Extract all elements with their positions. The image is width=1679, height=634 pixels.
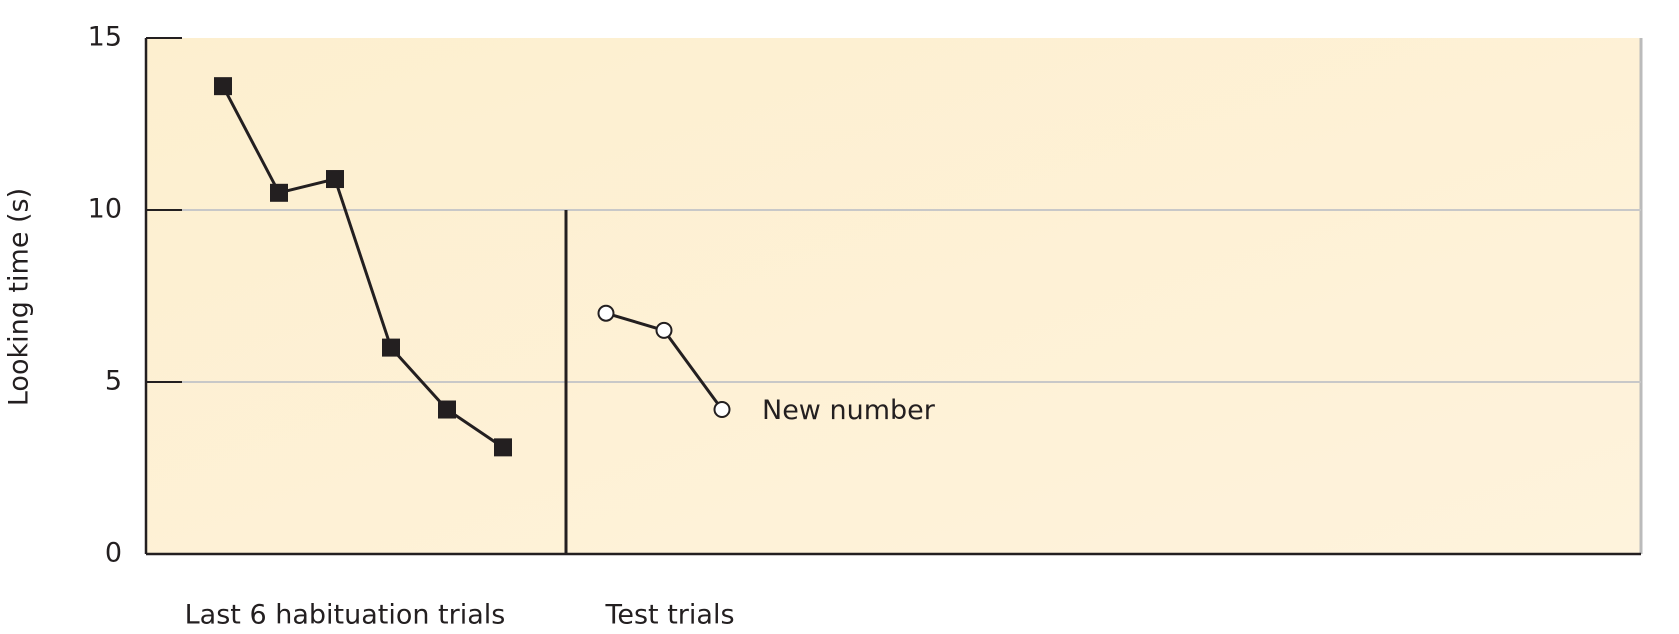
marker bbox=[438, 400, 456, 419]
marker bbox=[326, 170, 344, 189]
group-label: Test trials bbox=[604, 600, 734, 631]
y-tick-label: 15 bbox=[88, 22, 122, 53]
marker bbox=[382, 338, 400, 357]
marker bbox=[655, 321, 673, 339]
marker bbox=[270, 183, 288, 202]
annotation: New number bbox=[762, 395, 936, 426]
marker bbox=[713, 401, 731, 419]
group-label: Last 6 habituation trials bbox=[185, 600, 506, 631]
y-tick-label: 0 bbox=[105, 538, 122, 569]
y-axis-label: Looking time (s) bbox=[4, 188, 35, 406]
marker bbox=[214, 77, 232, 96]
y-tick-label: 5 bbox=[105, 366, 122, 397]
marker bbox=[494, 438, 512, 457]
marker bbox=[597, 304, 615, 322]
y-tick-label: 10 bbox=[88, 194, 122, 225]
plot-area bbox=[146, 38, 1641, 554]
series-line bbox=[221, 85, 504, 449]
